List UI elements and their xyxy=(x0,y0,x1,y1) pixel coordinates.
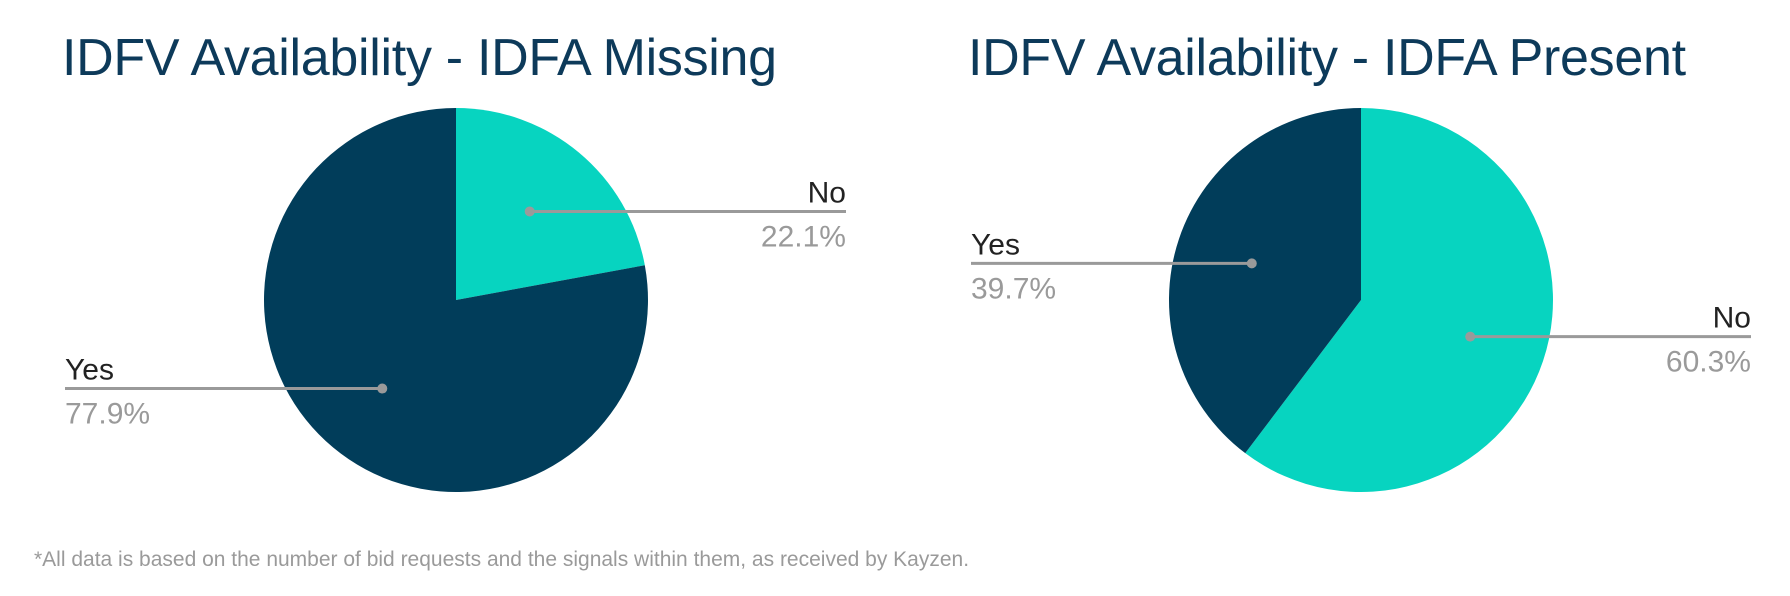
leader-dot-no xyxy=(1465,331,1476,342)
leader-yes xyxy=(971,258,1257,269)
chart-title-idfa-missing: IDFV Availability - IDFA Missing xyxy=(62,29,777,87)
pie-chart-idfa-present: No 60.3% Yes 39.7% xyxy=(971,108,1751,492)
leader-yes xyxy=(65,383,388,394)
slice-percent-yes: 39.7% xyxy=(971,272,1056,305)
pie-slice-yes xyxy=(263,108,648,492)
leader-dot-yes xyxy=(1246,258,1257,269)
leader-dot-yes xyxy=(377,383,388,394)
chart-title-idfa-present: IDFV Availability - IDFA Present xyxy=(968,29,1686,87)
pie-slice-no xyxy=(1245,108,1553,492)
slice-label-no: No xyxy=(1713,302,1751,335)
slice-percent-no: 60.3% xyxy=(1666,346,1751,379)
leader-no xyxy=(524,206,846,217)
slice-percent-no: 22.1% xyxy=(761,220,846,253)
pie-slice-no xyxy=(456,108,645,300)
leader-no xyxy=(1465,331,1751,342)
leader-dot-no xyxy=(524,206,535,217)
slice-label-yes: Yes xyxy=(65,354,114,387)
pie-slice-yes xyxy=(1168,108,1361,454)
slice-label-no: No xyxy=(808,176,846,209)
slice-percent-yes: 77.9% xyxy=(65,398,150,431)
slice-label-yes: Yes xyxy=(971,228,1020,261)
footnote: *All data is based on the number of bid … xyxy=(34,548,970,571)
pie-chart-idfa-missing: No 22.1% Yes 77.9% xyxy=(65,108,846,492)
